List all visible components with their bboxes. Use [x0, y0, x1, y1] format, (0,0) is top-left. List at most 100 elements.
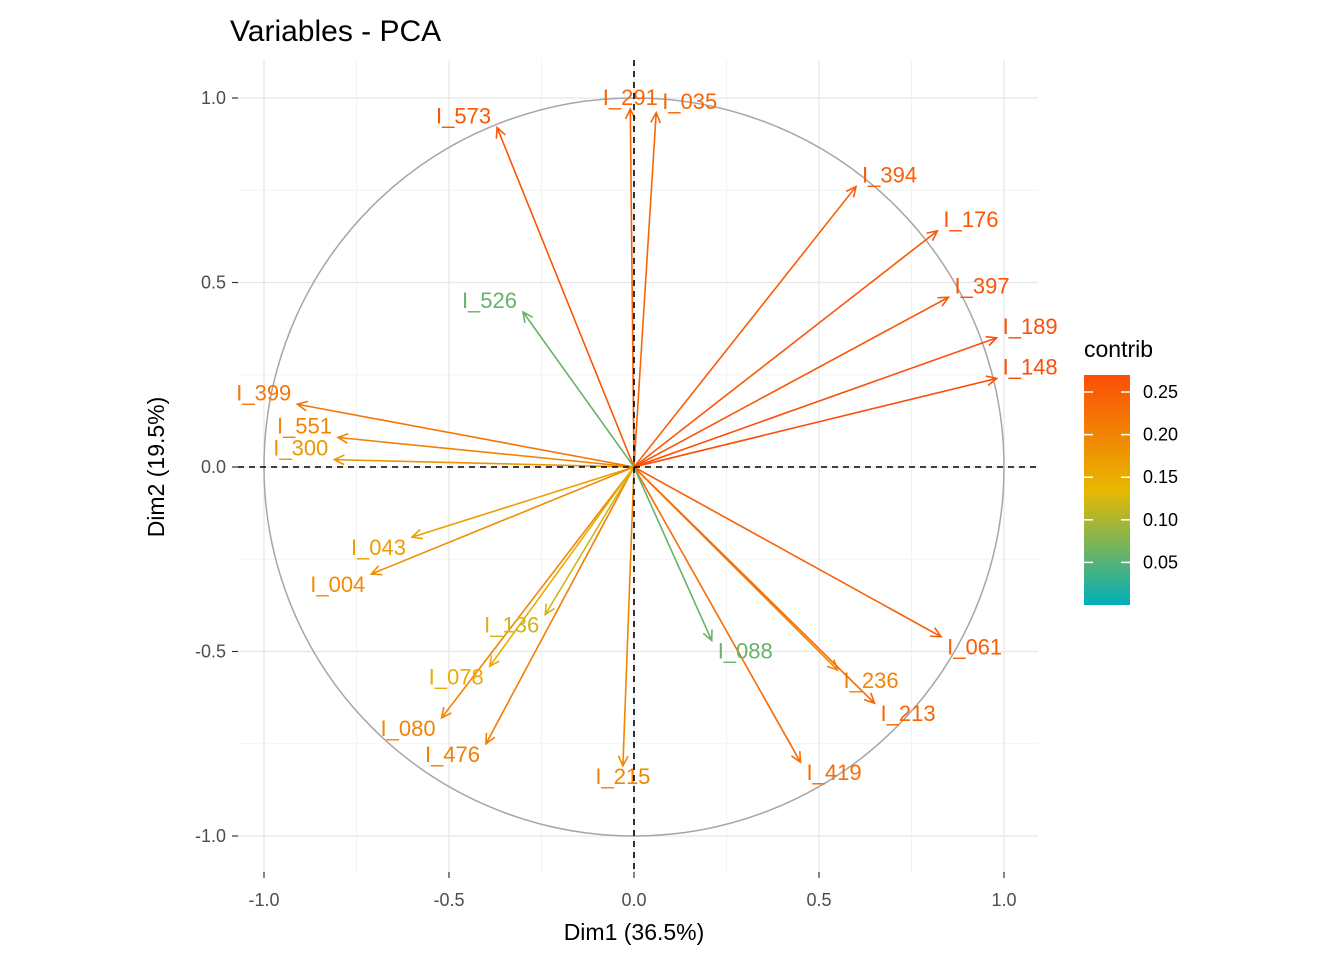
x-tick-label: 0.0 [621, 890, 646, 910]
arrow-shaft [337, 436, 635, 468]
arrow-head [937, 296, 951, 307]
variable-arrow: I_526 [462, 288, 635, 468]
legend-label: 0.10 [1143, 510, 1178, 530]
arrow-head [617, 755, 629, 768]
variable-arrow: I_004 [310, 466, 635, 597]
variable-label: I_080 [381, 716, 436, 741]
variable-arrow: I_078 [429, 466, 635, 689]
arrow-head [826, 659, 839, 672]
arrow-shaft [633, 337, 997, 468]
arrow-head [544, 603, 555, 617]
variable-arrow: I_551 [277, 413, 635, 468]
arrow-head [791, 751, 802, 764]
x-tick-label: 0.5 [806, 890, 831, 910]
variable-label: I_399 [236, 380, 291, 405]
variable-label: I_573 [436, 104, 491, 129]
variable-label: I_300 [273, 436, 328, 461]
arrow-head [930, 627, 943, 638]
arrow-shaft [544, 466, 635, 616]
y-tick-label: 0.0 [201, 457, 226, 477]
variable-label: I_148 [1003, 354, 1058, 379]
arrow-shaft [633, 186, 857, 468]
legend-label: 0.20 [1143, 425, 1178, 445]
variable-arrow: I_300 [273, 436, 635, 468]
variable-label: I_061 [947, 635, 1002, 660]
arrow-head [863, 692, 876, 705]
variable-label: I_043 [351, 535, 406, 560]
variable-label: I_215 [595, 764, 650, 789]
arrow-shaft [485, 466, 635, 745]
variable-arrow: I_136 [484, 466, 635, 638]
arrow-shaft [496, 127, 635, 468]
variable-label: I_526 [462, 288, 517, 313]
arrow-shaft [633, 112, 657, 468]
arrow-shaft [633, 466, 713, 641]
legend: contrib 0.25 0.20 0.15 0.10 0.05 [1084, 336, 1178, 605]
variable-label: I_189 [1003, 314, 1058, 339]
arrow-head [440, 706, 452, 720]
legend-ticks: 0.25 0.20 0.15 0.10 0.05 [1084, 382, 1178, 572]
arrow-head [332, 454, 345, 466]
variable-arrow: I_088 [633, 466, 773, 663]
variable-label: I_551 [277, 413, 332, 438]
x-tick-label: -0.5 [433, 890, 464, 910]
arrow-shaft [629, 109, 635, 468]
legend-colorbar [1084, 375, 1130, 605]
arrow-shaft [622, 466, 635, 766]
x-tick-label: -1.0 [248, 890, 279, 910]
variable-label: I_291 [603, 85, 658, 110]
variable-arrow: I_035 [633, 89, 717, 468]
y-axis-title: Dim2 (19.5%) [143, 397, 169, 538]
variable-label: I_419 [807, 760, 862, 785]
variable-arrow: I_080 [381, 466, 635, 741]
variable-label: I_176 [943, 207, 998, 232]
axes: -1.0 -0.5 0.0 0.5 1.0 -1.0 -0.5 0.0 0.5 1.0 [195, 88, 1017, 910]
arrow-shaft [370, 466, 635, 575]
variable-arrow: I_399 [236, 380, 635, 468]
arrow-shaft [334, 458, 635, 468]
legend-title: contrib [1084, 336, 1153, 362]
arrow-head [702, 629, 713, 643]
y-tick-label: -1.0 [195, 826, 226, 846]
arrow-shaft [440, 466, 635, 719]
arrow-shaft [489, 466, 635, 667]
arrow-head [295, 400, 309, 412]
chart-title: Variables - PCA [230, 15, 441, 48]
variable-label: I_394 [862, 163, 917, 188]
variable-label: I_213 [881, 701, 936, 726]
arrow-head [650, 110, 662, 124]
variable-arrow: I_573 [436, 104, 635, 468]
variable-label: I_088 [718, 638, 773, 663]
arrow-head [488, 655, 500, 668]
arrow-shaft [411, 466, 635, 538]
arrow-head [926, 229, 939, 242]
variable-arrow: I_476 [425, 466, 635, 767]
legend-label: 0.15 [1143, 467, 1178, 487]
arrow-head [410, 528, 424, 540]
variable-arrow: I_189 [633, 314, 1058, 468]
arrow-head [495, 125, 506, 139]
arrow-shaft [633, 377, 997, 468]
arrow-head [985, 335, 999, 347]
variable-label: I_236 [844, 668, 899, 693]
variable-label: I_136 [484, 613, 539, 638]
y-tick-label: -0.5 [195, 642, 226, 662]
arrow-shaft [633, 230, 938, 468]
arrow-head [485, 732, 496, 746]
arrow-head [521, 310, 534, 323]
variable-arrow: I_061 [633, 466, 1002, 660]
variable-arrow: I_397 [633, 273, 1010, 468]
variable-label: I_397 [955, 273, 1010, 298]
arrow-head [985, 375, 999, 387]
variable-arrow: I_148 [633, 354, 1058, 468]
variable-label: I_476 [425, 742, 480, 767]
variable-arrow: I_419 [633, 466, 862, 785]
arrow-head [845, 185, 858, 198]
legend-label: 0.05 [1143, 552, 1178, 572]
arrow-shaft [297, 403, 635, 468]
variable-arrow: I_043 [351, 466, 635, 560]
